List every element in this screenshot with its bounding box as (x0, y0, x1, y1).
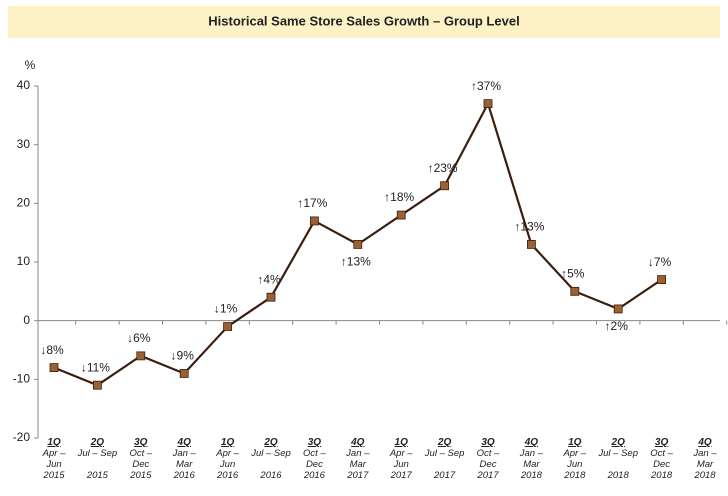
data-point (657, 275, 666, 285)
x-tick-year: 2018 (520, 470, 542, 481)
x-tick-period: Apr – Jun (389, 448, 413, 470)
x-tick-period: Oct – Dec (303, 448, 326, 470)
x-tick-label: 1Q (568, 437, 582, 448)
data-point (223, 322, 233, 331)
x-tick-period: Apr – Jun (42, 448, 66, 470)
y-tick-label: -10 (13, 372, 31, 386)
data-label: ↑5% (561, 267, 585, 281)
x-tick-period: Jul – Sep (598, 448, 638, 459)
x-tick-label: 2Q (611, 437, 625, 448)
x-tick-label: 4Q (351, 437, 365, 448)
data-point (136, 351, 146, 361)
x-tick-year: 2017 (434, 470, 456, 481)
x-tick-year: 2018 (564, 470, 586, 481)
data-label: ↑18% (384, 190, 414, 204)
data-label: ↑13% (514, 220, 544, 234)
data-point (309, 216, 319, 226)
x-tick-year: 2017 (390, 470, 412, 481)
x-tick-period: Jan – Mar (172, 448, 196, 470)
x-tick-year: 2016 (303, 470, 325, 481)
data-point (483, 99, 493, 108)
x-tick-label: 1Q (47, 437, 61, 448)
x-tick-year: 2016 (173, 470, 195, 481)
x-tick-year: 2015 (130, 470, 152, 481)
data-point (570, 286, 580, 296)
x-tick-label: 4Q (524, 437, 539, 448)
title-banner (8, 6, 720, 38)
x-tick-period: Oct – Dec (129, 448, 153, 470)
x-tick-label: 2Q (90, 437, 105, 448)
data-point (353, 239, 363, 249)
x-tick-label: 1Q (394, 437, 408, 448)
y-tick-label: 10 (17, 254, 31, 268)
data-label: ↓11% (81, 360, 110, 374)
data-label: ↓7% (648, 255, 672, 269)
x-tick-period: Oct – Dec (476, 448, 500, 470)
data-label: ↓8% (40, 343, 64, 357)
x-tick-period: Apr – Jun (563, 448, 587, 470)
x-tick-label: 4Q (177, 437, 191, 448)
x-tick-label: 2Q (437, 437, 452, 448)
x-tick-year: 2018 (651, 470, 673, 481)
x-tick-period: Oct – Dec (650, 448, 673, 470)
x-tick-label: 3Q (134, 437, 148, 448)
y-tick-label: 30 (17, 137, 31, 151)
data-point (396, 210, 406, 220)
data-point (266, 292, 276, 302)
x-tick-year: 2015 (86, 470, 108, 481)
x-tick-label: 3Q (481, 437, 495, 448)
data-label: ↓6% (127, 331, 151, 345)
x-tick-label: 2Q (264, 437, 278, 448)
x-tick-label: 4Q (698, 437, 712, 448)
x-tick-label: 3Q (654, 437, 669, 448)
data-point (179, 369, 189, 378)
x-tick-period: Jan – Mar (693, 448, 717, 470)
chart-title: Historical Same Store Sales Growth – Gro… (208, 13, 519, 28)
data-label: ↓1% (214, 302, 238, 316)
data-label: ↑13% (341, 255, 371, 269)
data-point (93, 380, 102, 390)
data-label: ↑4% (257, 272, 281, 286)
y-tick-label: 20 (17, 196, 31, 210)
x-tick-year: 2017 (347, 470, 369, 481)
x-tick-year: 2015 (43, 470, 65, 481)
y-tick-label: -20 (13, 430, 31, 444)
data-point (49, 363, 59, 373)
data-label: ↑2% (605, 319, 629, 333)
x-tick-year: 2018 (607, 470, 629, 481)
y-tick-label: 40 (17, 78, 31, 92)
y-axis-label: % (25, 58, 36, 72)
data-point (527, 239, 536, 249)
x-tick-period: Jan – Mar (346, 448, 370, 470)
x-tick-year: 2017 (477, 470, 499, 481)
data-point (440, 181, 450, 191)
x-tick-period: Jan – Mar (519, 448, 544, 470)
data-label: ↑23% (428, 161, 458, 175)
x-tick-year: 2016 (217, 470, 239, 481)
x-tick-period: Jul – Sep (424, 448, 465, 459)
data-label: ↑17% (297, 196, 327, 210)
x-tick-year: 2018 (694, 470, 716, 481)
data-label: ↑37% (471, 79, 501, 93)
data-point (613, 304, 623, 314)
x-tick-period: Jul – Sep (251, 448, 291, 459)
x-tick-period: Jul – Sep (77, 448, 118, 459)
x-tick-period: Apr – Jun (216, 448, 239, 470)
y-tick-label: 0 (23, 313, 30, 327)
x-tick-year: 2016 (260, 470, 282, 481)
x-tick-label: 3Q (307, 437, 322, 448)
data-label: ↓9% (171, 349, 195, 363)
x-tick-label: 1Q (220, 437, 235, 448)
